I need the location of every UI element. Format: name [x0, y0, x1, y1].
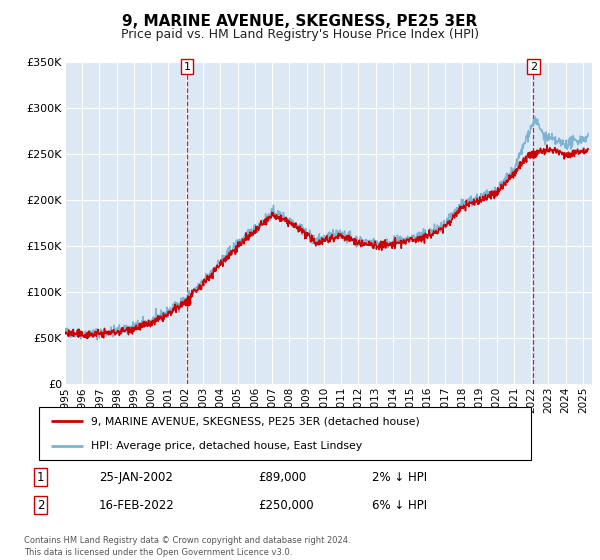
- Text: 2: 2: [37, 498, 44, 512]
- Point: [182, 297, 192, 306]
- Text: 25-JAN-2002: 25-JAN-2002: [99, 470, 173, 484]
- Text: 6% ↓ HPI: 6% ↓ HPI: [372, 498, 427, 512]
- Text: Price paid vs. HM Land Registry's House Price Index (HPI): Price paid vs. HM Land Registry's House …: [121, 28, 479, 41]
- Text: 16-FEB-2022: 16-FEB-2022: [99, 498, 175, 512]
- Text: 9, MARINE AVENUE, SKEGNESS, PE25 3ER: 9, MARINE AVENUE, SKEGNESS, PE25 3ER: [122, 14, 478, 29]
- Text: 9, MARINE AVENUE, SKEGNESS, PE25 3ER (detached house): 9, MARINE AVENUE, SKEGNESS, PE25 3ER (de…: [91, 417, 419, 427]
- Text: 2% ↓ HPI: 2% ↓ HPI: [372, 470, 427, 484]
- Text: 1: 1: [37, 470, 44, 484]
- Text: £250,000: £250,000: [258, 498, 314, 512]
- FancyBboxPatch shape: [39, 407, 531, 460]
- Point: [529, 149, 538, 158]
- Text: 2: 2: [530, 62, 537, 72]
- Text: Contains HM Land Registry data © Crown copyright and database right 2024.
This d: Contains HM Land Registry data © Crown c…: [24, 536, 350, 557]
- Text: 1: 1: [184, 62, 190, 72]
- Text: HPI: Average price, detached house, East Lindsey: HPI: Average price, detached house, East…: [91, 441, 362, 451]
- Text: £89,000: £89,000: [258, 470, 306, 484]
